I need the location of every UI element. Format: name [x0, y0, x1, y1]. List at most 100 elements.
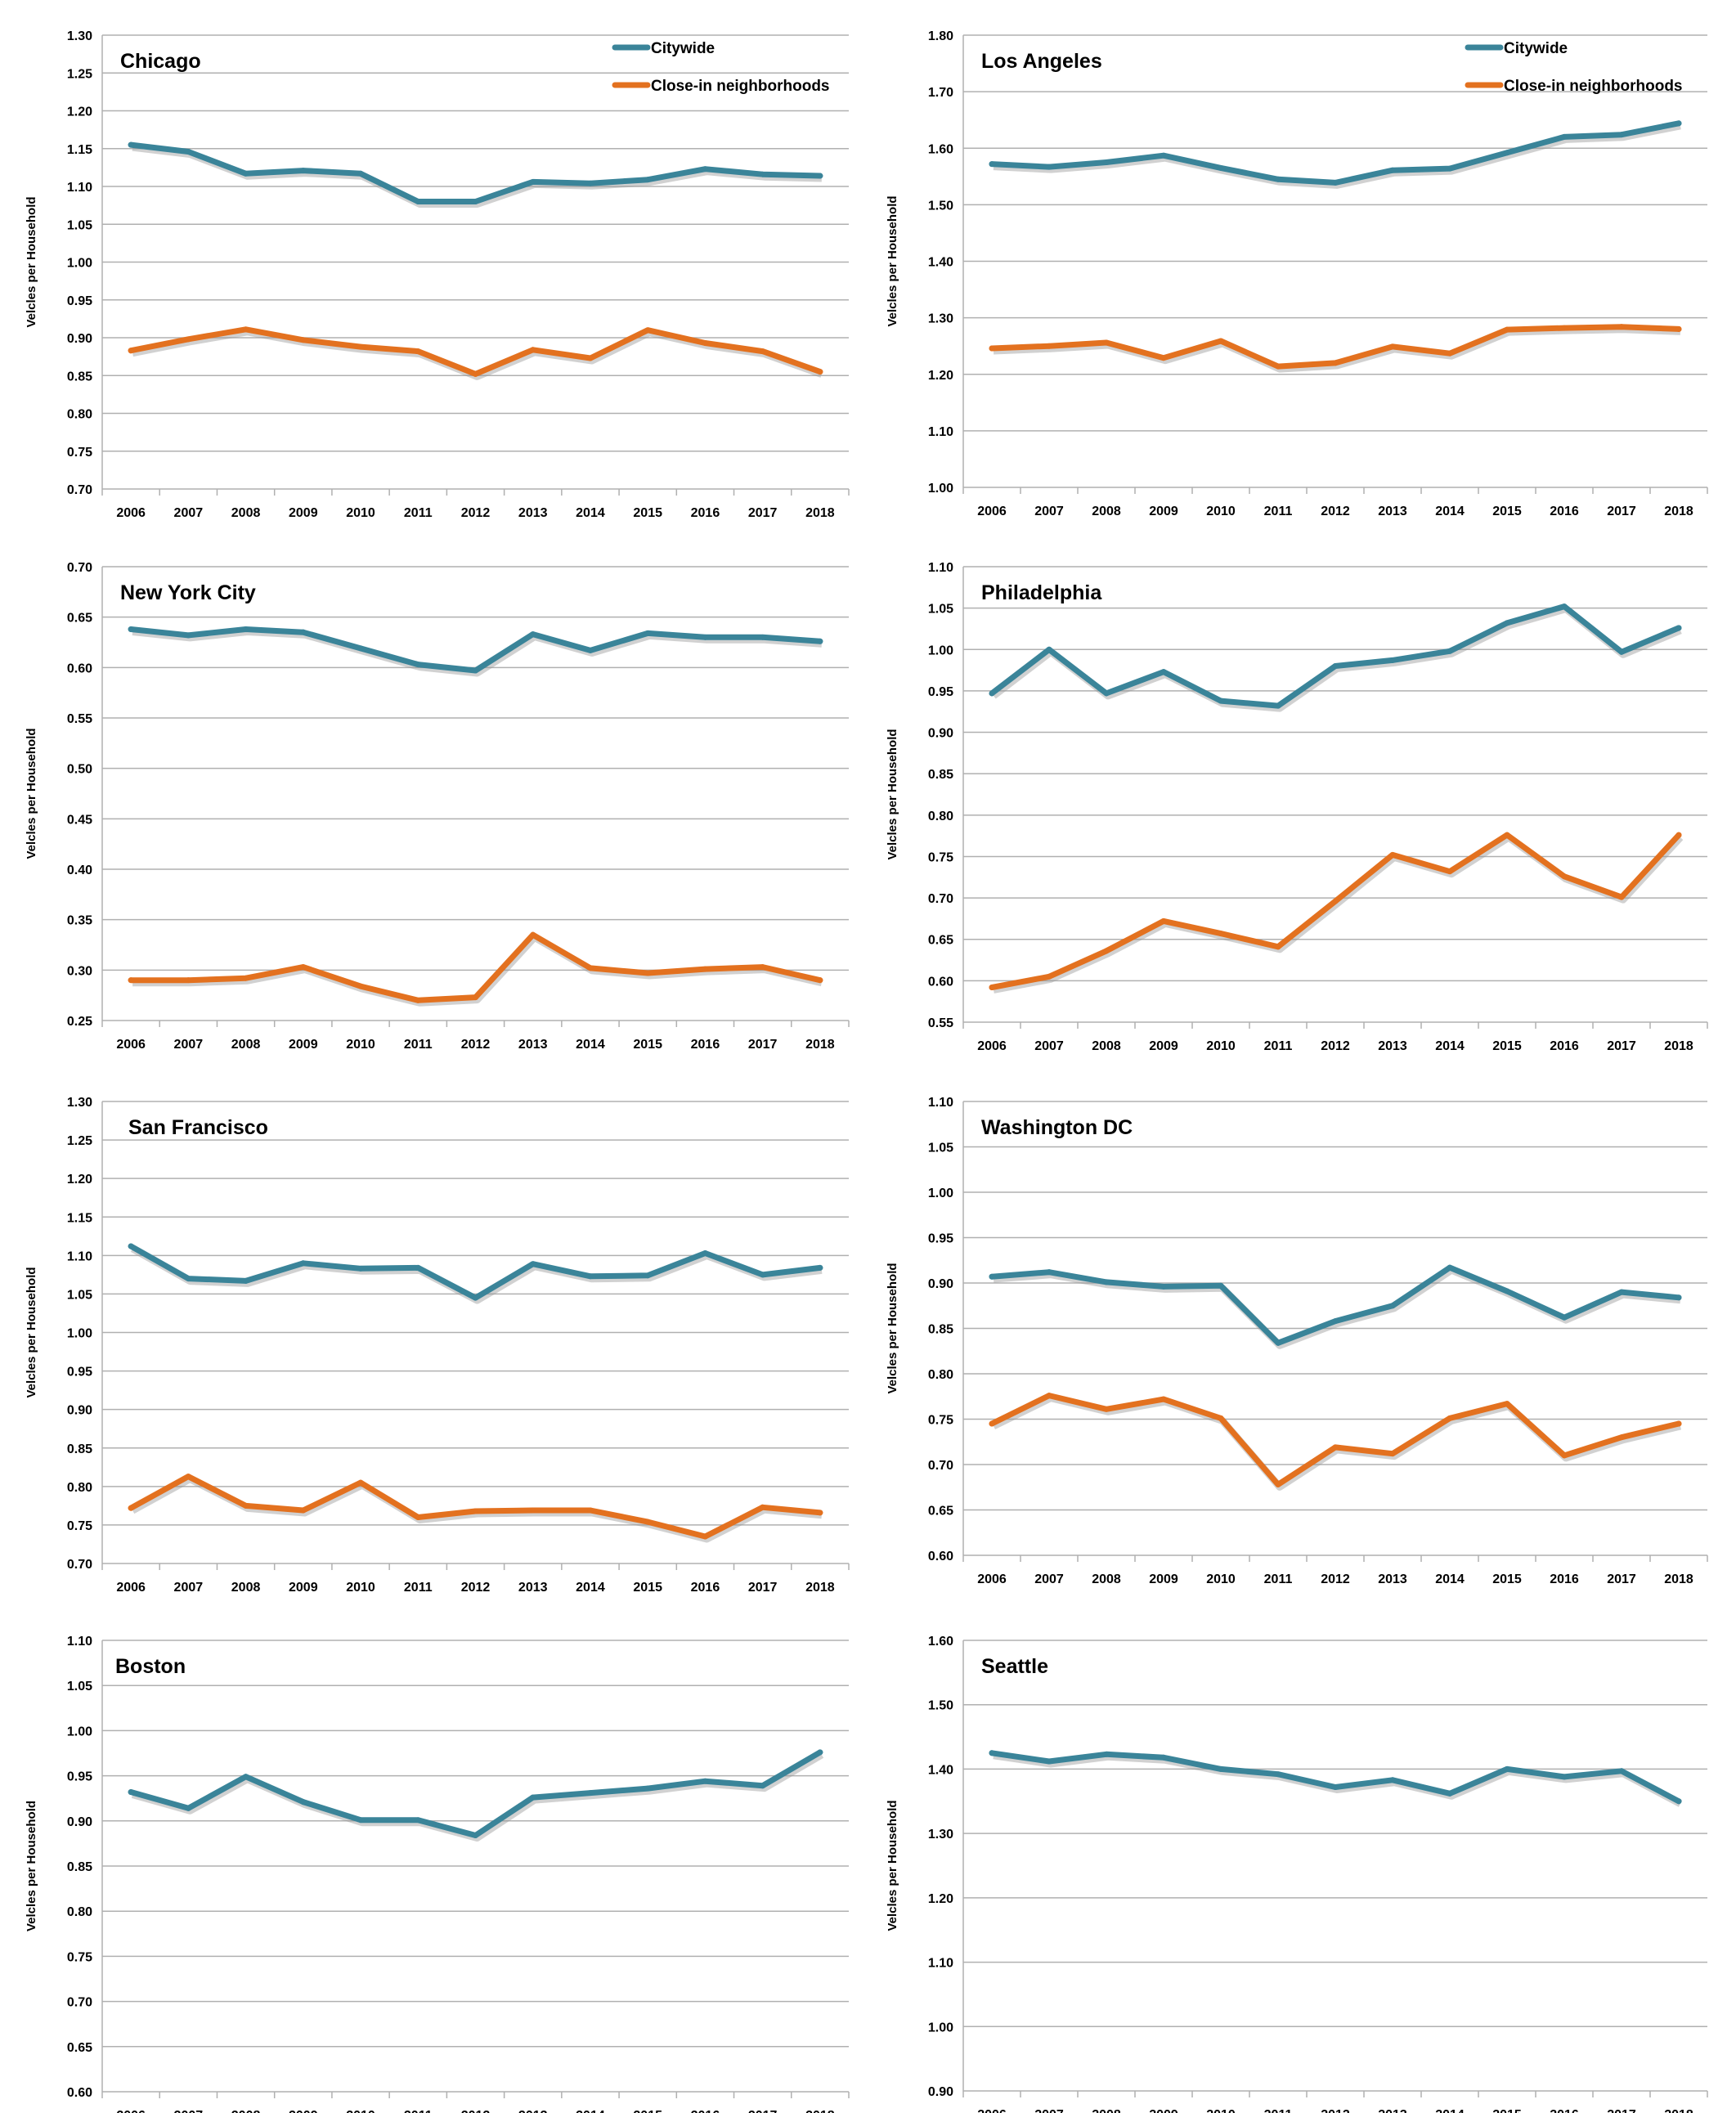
y-tick-label: 0.95: [67, 1366, 92, 1380]
data-point-citywide: [1447, 1264, 1453, 1271]
x-tick-label: 2006: [116, 1581, 146, 1595]
x-tick-label: 2015: [633, 1581, 662, 1595]
data-point-citywide: [760, 1272, 766, 1278]
y-axis-label: Velcles per Household: [886, 1800, 899, 1931]
y-tick-label: 1.00: [67, 1725, 92, 1738]
data-point-citywide: [1160, 1283, 1167, 1290]
data-point-close_in: [530, 347, 536, 353]
y-tick-label: 0.95: [928, 685, 953, 699]
data-point-citywide: [128, 1788, 134, 1795]
chart-title: Seattle: [981, 1655, 1048, 1678]
y-tick-label: 0.70: [67, 1996, 92, 2010]
x-tick-label: 2007: [174, 2109, 204, 2113]
data-point-citywide: [587, 1790, 594, 1797]
series-shadow-close_in: [992, 1394, 1682, 1491]
x-tick-label: 2018: [1664, 1572, 1693, 1586]
chart-panel-san-francisco: 0.70 0.75 0.80 0.85 0.90 0.95 1.00 1.05 1.10 1.15…: [25, 1096, 850, 1595]
data-point-citywide: [1675, 625, 1682, 631]
chart-title: San Francisco: [128, 1116, 268, 1139]
data-point-citywide: [1160, 669, 1167, 675]
y-axis-label: Velcles per Household: [886, 729, 899, 859]
y-tick-label: 0.60: [67, 2086, 92, 2100]
x-tick-label: 2012: [1321, 1572, 1350, 1586]
y-tick-label: 0.50: [67, 763, 92, 777]
chart-title: Chicago: [120, 50, 201, 73]
data-point-close_in: [1504, 832, 1510, 838]
data-point-close_in: [644, 970, 651, 976]
y-tick-label: 0.90: [928, 727, 953, 741]
data-point-close_in: [128, 348, 134, 354]
y-tick-label: 0.85: [928, 1323, 953, 1337]
data-point-close_in: [1103, 948, 1110, 954]
x-tick-label: 2009: [289, 1581, 318, 1595]
data-point-citywide: [1447, 165, 1453, 172]
data-point-citywide: [817, 1749, 823, 1756]
data-point-citywide: [1103, 1279, 1110, 1285]
data-point-close_in: [1389, 851, 1396, 858]
x-tick-label: 2014: [576, 506, 605, 520]
data-point-citywide: [1389, 167, 1396, 173]
x-tick-label: 2011: [404, 2109, 433, 2113]
data-point-close_in: [1447, 1415, 1453, 1421]
series-line-citywide: [128, 1243, 823, 1301]
data-point-close_in: [1675, 832, 1682, 838]
y-tick-label: 1.40: [928, 1763, 953, 1777]
data-point-citywide: [702, 634, 708, 640]
x-tick-label: 2008: [231, 1038, 261, 1052]
x-tick-label: 2016: [1550, 1572, 1579, 1586]
chart-title: Washington DC: [981, 1116, 1133, 1139]
y-tick-label: 0.40: [67, 864, 92, 877]
y-tick-label: 1.05: [67, 218, 92, 232]
y-tick-label: 0.85: [67, 1860, 92, 1874]
x-tick-label: 2006: [116, 506, 146, 520]
y-tick-label: 0.75: [928, 1414, 953, 1428]
x-tick-label: 2017: [748, 1581, 778, 1595]
x-tick-label: 2007: [1034, 1039, 1064, 1053]
y-tick-label: 1.15: [67, 143, 92, 157]
data-point-citywide: [1103, 1751, 1110, 1757]
x-tick-label: 2015: [1492, 1572, 1522, 1586]
data-point-close_in: [473, 994, 478, 1001]
y-tick-label: 1.10: [67, 1635, 92, 1649]
y-tick-label: 1.10: [67, 1249, 92, 1263]
data-point-citywide: [587, 647, 594, 653]
x-tick-label: 2006: [116, 1038, 146, 1052]
y-tick-label: 0.85: [928, 768, 953, 782]
series-line-citywide: [989, 1264, 1682, 1346]
y-tick-label: 1.30: [928, 1828, 953, 1842]
y-tick-label: 0.75: [928, 850, 953, 864]
x-tick-label: 2012: [461, 1581, 491, 1595]
chart-title: Boston: [115, 1655, 186, 1678]
chart-panel-washington-dc: 0.60 0.65 0.70 0.75 0.80 0.85 0.90 0.95 1.00 1.05…: [886, 1096, 1708, 1586]
data-point-close_in: [185, 1474, 191, 1480]
x-tick-label: 2018: [805, 1581, 835, 1595]
y-tick-label: 0.70: [928, 1459, 953, 1473]
data-point-citywide: [1504, 1765, 1510, 1772]
x-tick-label: 2016: [1550, 505, 1579, 518]
data-point-citywide: [415, 199, 421, 204]
data-point-citywide: [1618, 1768, 1625, 1774]
data-point-citywide: [1389, 1303, 1396, 1309]
data-point-close_in: [1103, 339, 1110, 346]
data-point-citywide: [760, 634, 766, 640]
y-tick-label: 1.30: [928, 312, 953, 326]
data-point-citywide: [530, 1261, 536, 1267]
series-shadow-citywide: [132, 143, 823, 208]
x-tick-label: 2011: [1264, 505, 1293, 518]
series-shadow-citywide: [993, 1752, 1683, 1807]
data-point-citywide: [1218, 698, 1224, 704]
y-tick-label: 0.55: [928, 1016, 953, 1030]
data-point-citywide: [989, 1750, 995, 1756]
chart-title: Philadelphia: [981, 581, 1102, 604]
chart-panel-los-angeles: 1.00 1.10 1.20 1.30 1.40 1.50 1.60 1.70 1.80 2006…: [886, 29, 1708, 518]
data-point-citywide: [1160, 152, 1167, 159]
y-tick-label: 1.10: [928, 425, 953, 439]
x-tick-label: 2007: [174, 1581, 204, 1595]
data-point-close_in: [243, 975, 249, 981]
data-point-citywide: [702, 1250, 708, 1257]
x-tick-label: 2016: [691, 2109, 720, 2113]
data-point-citywide: [760, 1783, 766, 1789]
y-tick-label: 1.60: [928, 142, 953, 156]
data-point-citywide: [1504, 150, 1510, 156]
y-tick-label: 1.15: [67, 1211, 92, 1225]
